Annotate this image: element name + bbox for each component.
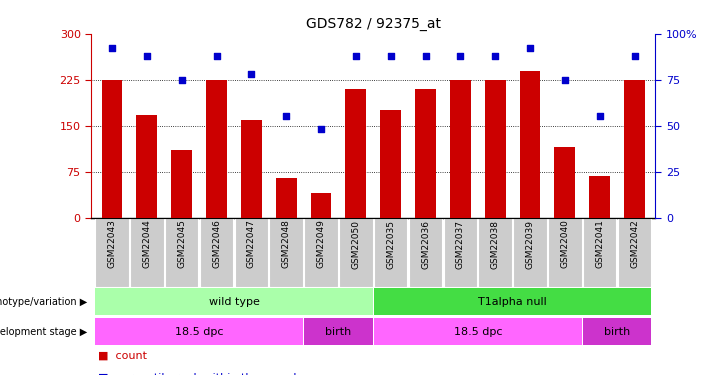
Text: GSM22041: GSM22041 — [595, 220, 604, 268]
Bar — [485, 80, 505, 218]
Bar — [311, 193, 332, 217]
Point — [315, 126, 327, 132]
Point — [524, 45, 536, 51]
Point — [350, 53, 362, 59]
Bar — [583, 217, 616, 287]
Text: development stage ▶: development stage ▶ — [0, 327, 88, 337]
Bar — [374, 217, 407, 287]
Bar — [346, 89, 367, 218]
Bar — [583, 318, 651, 345]
Text: GSM22035: GSM22035 — [386, 220, 395, 268]
Text: 18.5 dpc: 18.5 dpc — [175, 327, 224, 337]
Text: GSM22046: GSM22046 — [212, 220, 221, 268]
Bar — [165, 217, 198, 287]
Bar — [415, 89, 436, 218]
Text: birth: birth — [325, 327, 352, 337]
Bar — [304, 318, 373, 345]
Text: birth: birth — [604, 327, 630, 337]
Bar — [102, 80, 123, 218]
Bar — [590, 176, 610, 218]
Text: 18.5 dpc: 18.5 dpc — [454, 327, 502, 337]
Bar — [380, 110, 401, 218]
Bar — [479, 217, 512, 287]
Bar — [130, 217, 163, 287]
Bar — [409, 217, 442, 287]
Text: GSM22045: GSM22045 — [177, 220, 186, 268]
Title: GDS782 / 92375_at: GDS782 / 92375_at — [306, 17, 441, 32]
Point — [489, 53, 501, 59]
Point — [385, 53, 396, 59]
Bar — [513, 217, 547, 287]
Bar — [444, 217, 477, 287]
Bar — [374, 318, 582, 345]
Bar — [241, 120, 261, 218]
Bar — [95, 217, 129, 287]
Point — [280, 113, 292, 119]
Point — [559, 77, 571, 83]
Bar — [304, 217, 338, 287]
Point — [176, 77, 187, 83]
Bar — [374, 288, 651, 315]
Point — [420, 53, 431, 59]
Bar — [95, 318, 303, 345]
Bar — [275, 178, 297, 218]
Text: ■  count: ■ count — [98, 351, 147, 361]
Bar — [554, 147, 576, 218]
Text: ■  percentile rank within the sample: ■ percentile rank within the sample — [98, 373, 304, 375]
Bar — [548, 217, 582, 287]
Bar — [200, 217, 233, 287]
Point — [246, 71, 257, 77]
Bar — [206, 80, 227, 218]
Text: GSM22043: GSM22043 — [107, 220, 116, 268]
Point — [107, 45, 118, 51]
Text: GSM22039: GSM22039 — [526, 220, 535, 268]
Bar — [95, 288, 373, 315]
Bar — [450, 80, 471, 218]
Text: GSM22049: GSM22049 — [317, 220, 325, 268]
Point — [211, 53, 222, 59]
Text: T1alpha null: T1alpha null — [478, 297, 547, 307]
Point — [455, 53, 466, 59]
Bar — [137, 115, 157, 218]
Text: wild type: wild type — [208, 297, 259, 307]
Text: GSM22042: GSM22042 — [630, 220, 639, 268]
Point — [594, 113, 605, 119]
Text: GSM22036: GSM22036 — [421, 220, 430, 268]
Text: GSM22037: GSM22037 — [456, 220, 465, 268]
Text: genotype/variation ▶: genotype/variation ▶ — [0, 297, 88, 307]
Text: GSM22040: GSM22040 — [560, 220, 569, 268]
Point — [142, 53, 153, 59]
Text: GSM22044: GSM22044 — [142, 220, 151, 268]
Bar — [519, 70, 540, 217]
Text: GSM22038: GSM22038 — [491, 220, 500, 268]
Text: GSM22050: GSM22050 — [351, 220, 360, 268]
Text: GSM22048: GSM22048 — [282, 220, 291, 268]
Bar — [618, 217, 651, 287]
Bar — [171, 150, 192, 217]
Bar — [624, 80, 645, 218]
Bar — [269, 217, 303, 287]
Bar — [339, 217, 373, 287]
Bar — [235, 217, 268, 287]
Text: GSM22047: GSM22047 — [247, 220, 256, 268]
Point — [629, 53, 640, 59]
